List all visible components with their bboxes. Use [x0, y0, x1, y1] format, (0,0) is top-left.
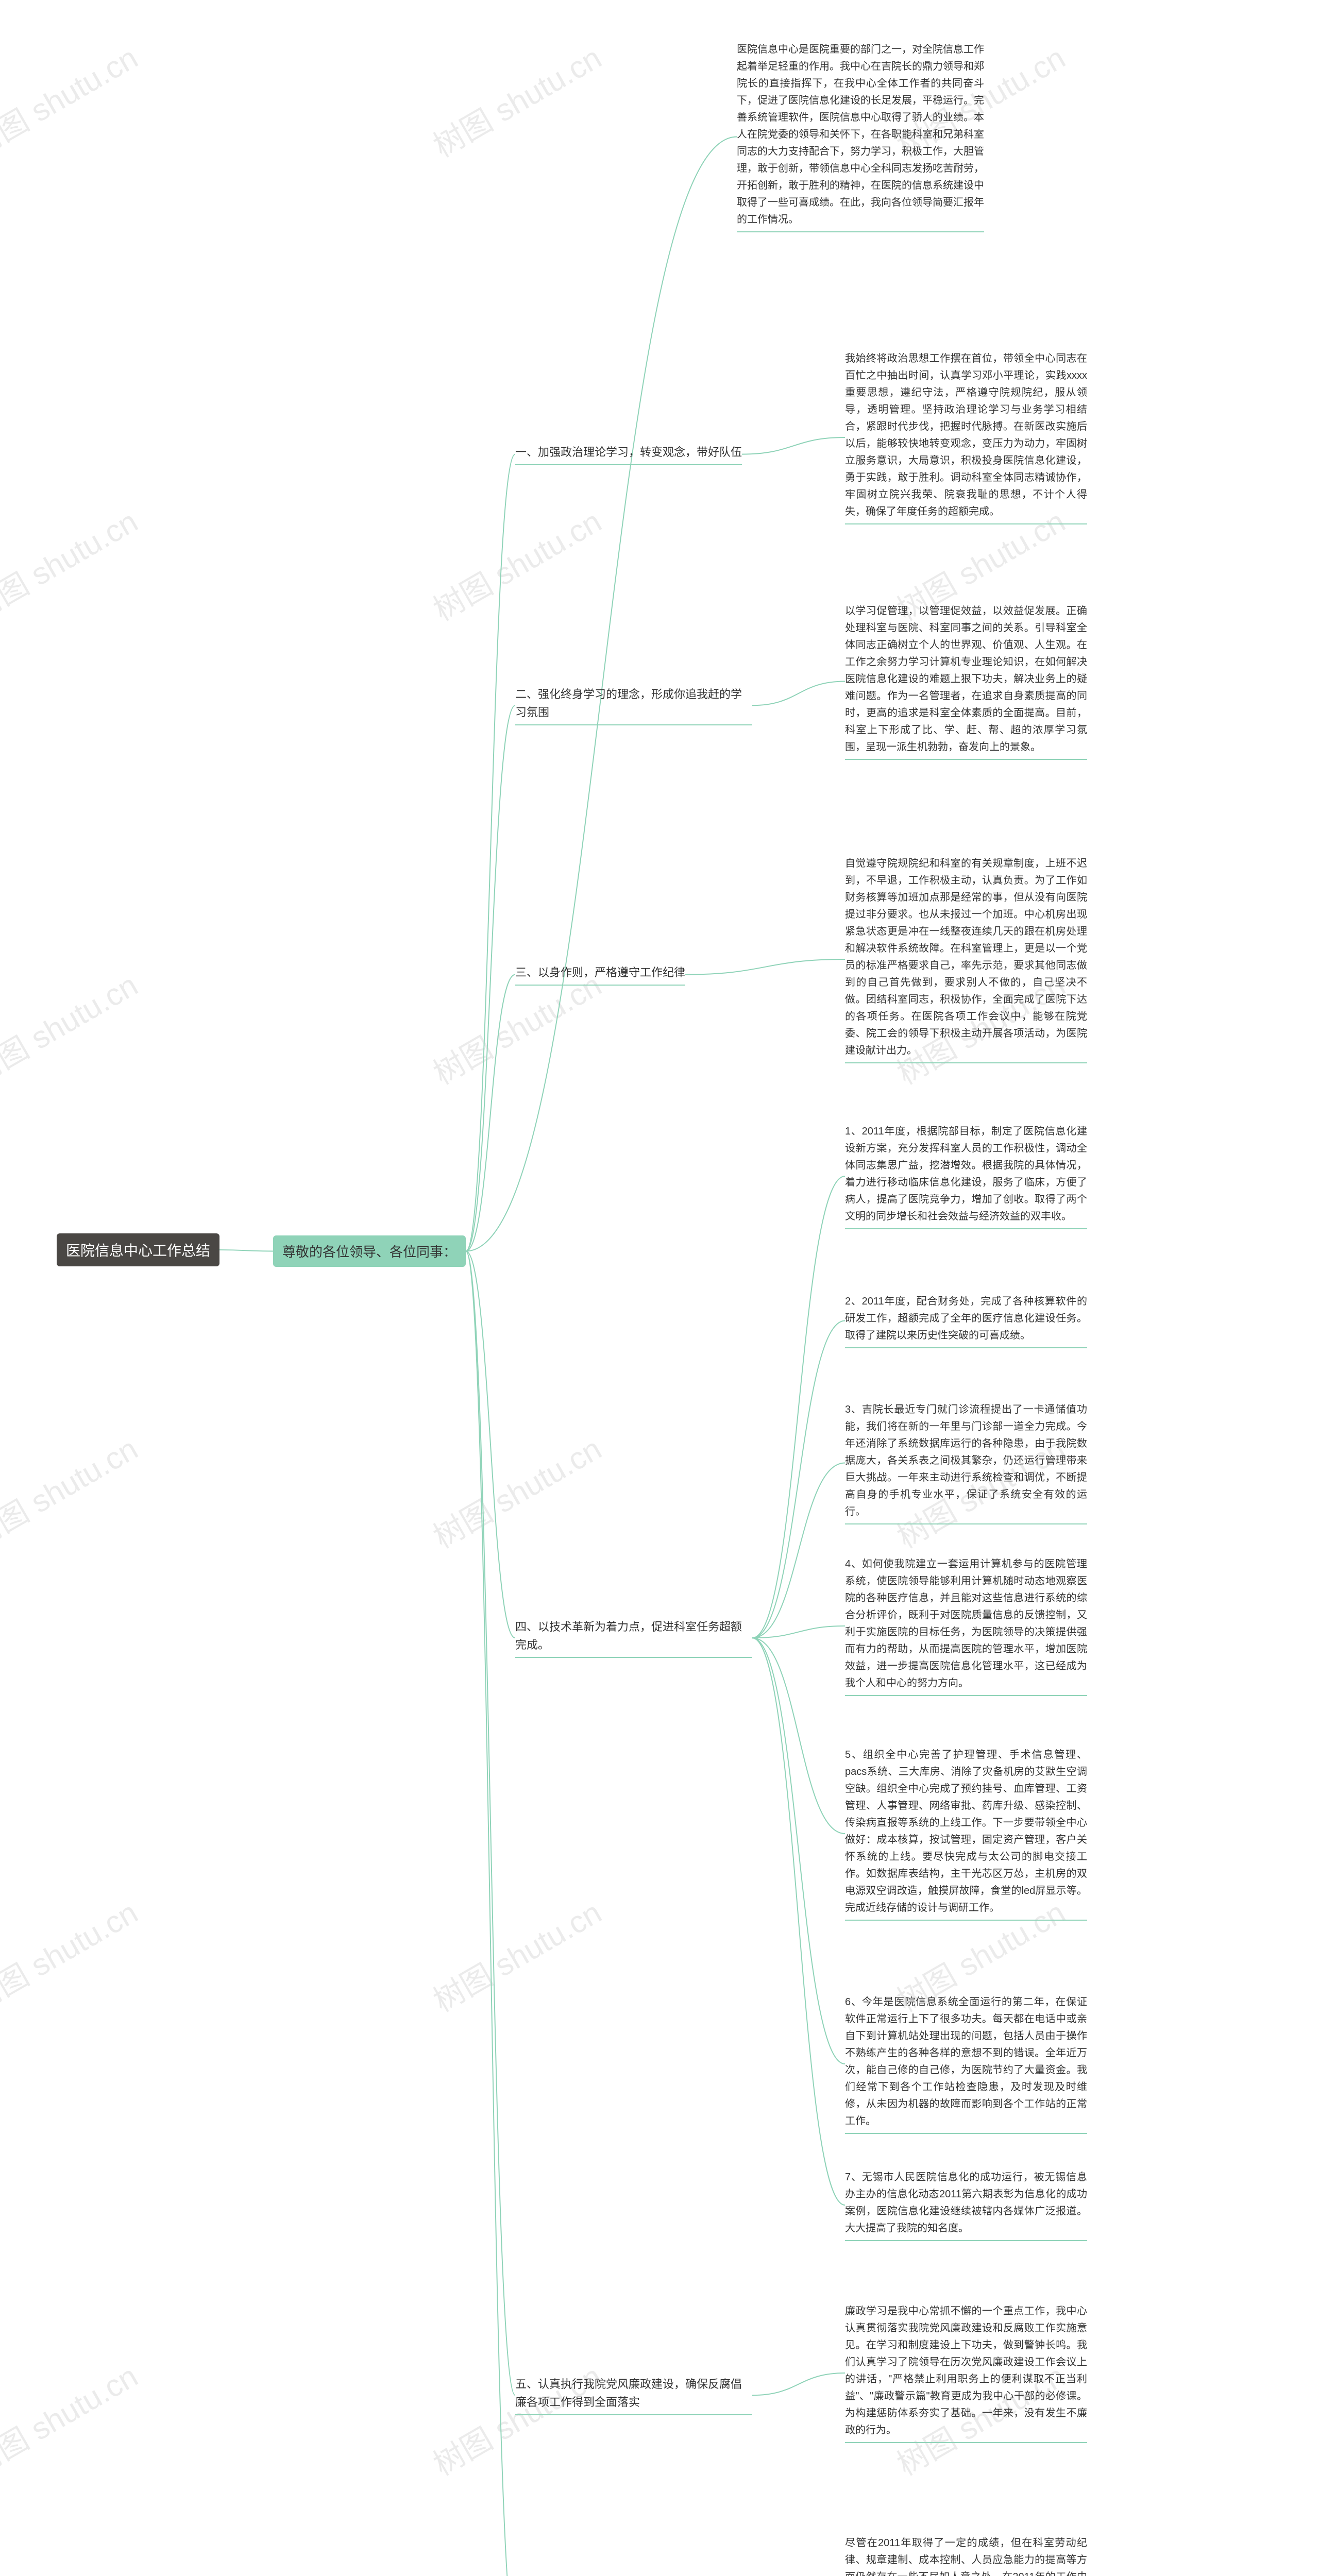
branch-1-leaf-1: 我始终将政治思想工作摆在首位，带领全中心同志在百忙之中抽出时间，认真学习邓小平理…	[845, 350, 1087, 524]
root-node[interactable]: 医院信息中心工作总结	[57, 1233, 219, 1266]
branch-2[interactable]: 二、强化终身学习的理念，形成你追我赶的学习氛围	[515, 685, 752, 725]
branch-5-leaf-1: 廉政学习是我中心常抓不懈的一个重点工作，我中心认真贯彻落实我院党风廉政建设和反腐…	[845, 2303, 1087, 2443]
branch-4-leaf-6: 6、今年是医院信息系统全面运行的第二年，在保证软件正常运行上下了很多功夫。每天都…	[845, 1994, 1087, 2134]
branch-4-leaf-4: 4、如何使我院建立一套运用计算机参与的医院管理系统，使医院领导能够利用计算机随时…	[845, 1556, 1087, 1696]
branch-4[interactable]: 四、以技术革新为着力点，促进科室任务超额完成。	[515, 1618, 752, 1658]
sub-node[interactable]: 尊敬的各位领导、各位同事：	[273, 1235, 466, 1267]
branch-4-leaf-1: 1、2011年度，根据院部目标，制定了医院信息化建设新方案，充分发挥科室人员的工…	[845, 1123, 1087, 1229]
branch-4-leaf-3: 3、吉院长最近专门就门诊流程提出了一卡通储值功能，我们将在新的一年里与门诊部一道…	[845, 1401, 1087, 1524]
branch-3-leaf-1: 自觉遵守院规院纪和科室的有关规章制度，上班不迟到，不早退，工作积极主动，认真负责…	[845, 855, 1087, 1063]
branch-3[interactable]: 三、以身作则，严格遵守工作纪律	[515, 963, 685, 986]
branch-5[interactable]: 五、认真执行我院党风廉政建设，确保反腐倡廉各项工作得到全面落实	[515, 2375, 752, 2415]
branch-2-leaf-1: 以学习促管理，以管理促效益，以效益促发展。正确处理科室与医院、科室同事之间的关系…	[845, 603, 1087, 760]
branch-4-leaf-7: 7、无锡市人民医院信息化的成功运行，被无锡信息办主办的信息化动态2011第六期表…	[845, 2169, 1087, 2241]
sub-label: 尊敬的各位领导、各位同事：	[282, 1242, 456, 1261]
branch-4-leaf-5: 5、组织全中心完善了护理管理、手术信息管理、pacs系统、三大库房、消除了灾备机…	[845, 1747, 1087, 1921]
root-label: 医院信息中心工作总结	[66, 1240, 210, 1260]
branch-6-leaf-1: 尽管在2011年取得了一定的成绩，但在科室劳动纪律、规章建制、成本控制、人员应急…	[845, 2535, 1087, 2576]
branch-1[interactable]: 一、加强政治理论学习，转变观念，带好队伍	[515, 443, 742, 465]
intro-leaf: 医院信息中心是医院重要的部门之一，对全院信息工作起着举足轻重的作用。我中心在吉院…	[737, 41, 984, 232]
branch-4-leaf-2: 2、2011年度，配合财务处，完成了各种核算软件的研发工作，超额完成了全年的医疗…	[845, 1293, 1087, 1348]
